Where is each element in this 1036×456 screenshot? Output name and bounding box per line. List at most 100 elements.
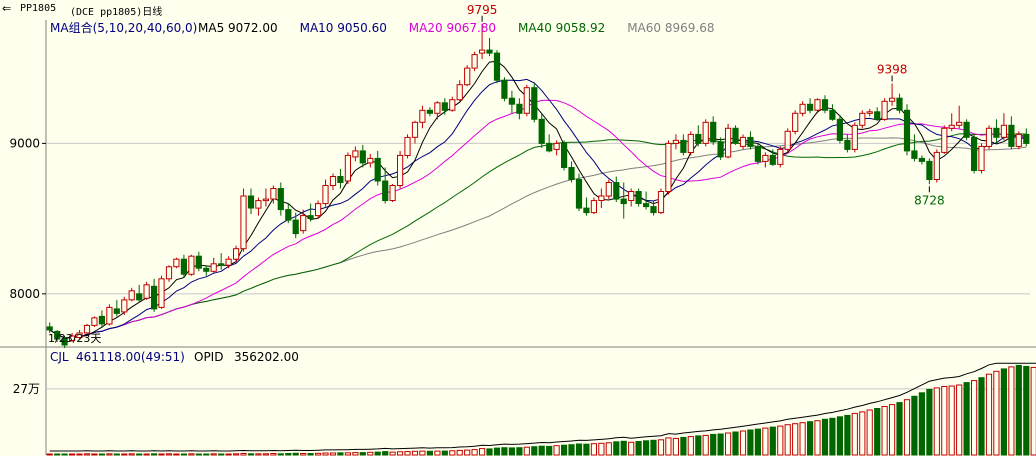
low-annotation: 8728 [914,193,945,207]
candle-down [46,322,53,333]
candle-body [687,133,694,153]
volume-bar-up [367,451,374,456]
volume-bar-down [486,448,493,456]
volume-bar-down [374,451,381,456]
candle-down [538,113,545,148]
candle-up [948,113,955,132]
high-annotation: 9398 [877,62,908,76]
candle-body [359,150,366,164]
candle-body [121,299,128,313]
candle-down [508,90,515,114]
candle-down [918,155,925,165]
candle-body [702,121,709,144]
candle-body [255,200,262,209]
volume-bar-down [546,445,553,456]
candle-body [337,176,344,183]
volume-bar-down [307,453,314,456]
volume-bar-down [98,453,106,456]
candle-down [747,131,754,150]
candle-body [762,154,769,162]
candle-body [471,54,478,69]
candle-up [598,188,605,209]
volume-bar-up [777,425,784,456]
candle-body [657,191,665,214]
candle-up [814,98,821,114]
candle-body [173,258,180,268]
candle-down [218,253,225,270]
volume-bar-up [255,453,262,456]
contract-code: PP1805 [20,3,57,14]
candle-up [404,134,411,159]
candle-up [225,256,232,269]
candle-up [173,257,180,269]
candle-up [851,122,858,153]
volume-bar-up [389,451,396,456]
volume-bar-down [807,421,814,456]
ma60-line [49,137,1027,339]
candle-body [322,185,329,205]
candle-body [620,198,627,205]
candle-down [531,83,538,123]
candle-body [941,127,948,153]
contract-title: (DCE pp1805)日线 [70,7,163,18]
candle-up [434,101,441,120]
volume-bar-up [471,449,478,456]
volume-bar-up [725,432,732,456]
candle-down [896,93,903,114]
candle-up [397,150,404,189]
candle-up [240,188,247,252]
candle-body [292,219,299,235]
candle-up [188,254,195,276]
candle-body [136,293,143,301]
volume-bar-down [195,453,202,456]
candle-up [419,105,426,129]
volume-bar-up [687,436,694,456]
volume-bar-down [151,453,158,456]
candle-body [54,331,61,340]
candle-up [657,188,665,215]
candle-body [434,102,441,114]
candle-up [389,184,396,203]
candle-up [158,275,165,309]
candle-body [83,324,91,334]
volume-bar-down [926,388,933,456]
volume-bar-down [829,417,836,456]
candle-body [665,142,672,192]
volume-bar-up [799,422,806,456]
volume-bar-up [784,424,791,456]
volume-bar-down [978,377,985,456]
candle-up [956,105,963,129]
ma5-line [49,60,1027,339]
volume-bar-down [501,447,508,456]
candle-body [546,142,553,152]
candle-up [553,140,560,156]
ma-legend-item: MA5 9072.00 [198,21,278,35]
candle-body [1015,133,1022,147]
candle-up [1015,131,1022,150]
candle-up [933,149,940,183]
candle-body [277,188,284,211]
candle-down [844,134,851,153]
candle-up [739,134,747,150]
volume-bar-down [635,441,642,456]
volume-bar-up [762,427,769,456]
candle-up [479,23,486,60]
candle-up [762,152,769,168]
volume-bar-up [143,453,150,456]
volume-bar-down [538,445,545,456]
volume-bar-down [292,452,299,456]
volume-bar-up [225,453,232,456]
candle-down [195,251,202,272]
candle-up [866,108,873,117]
candle-up [777,146,784,168]
candle-body [479,49,486,54]
candle-body [896,97,903,111]
candle-up [859,110,866,129]
candle-down [911,134,918,162]
back-arrow-icon[interactable]: ⇐ [2,2,12,15]
ma-legend-item: MA20 9067.80 [409,21,496,35]
candle-body [404,136,411,156]
candle-up [69,332,76,342]
candle-up [456,80,463,102]
